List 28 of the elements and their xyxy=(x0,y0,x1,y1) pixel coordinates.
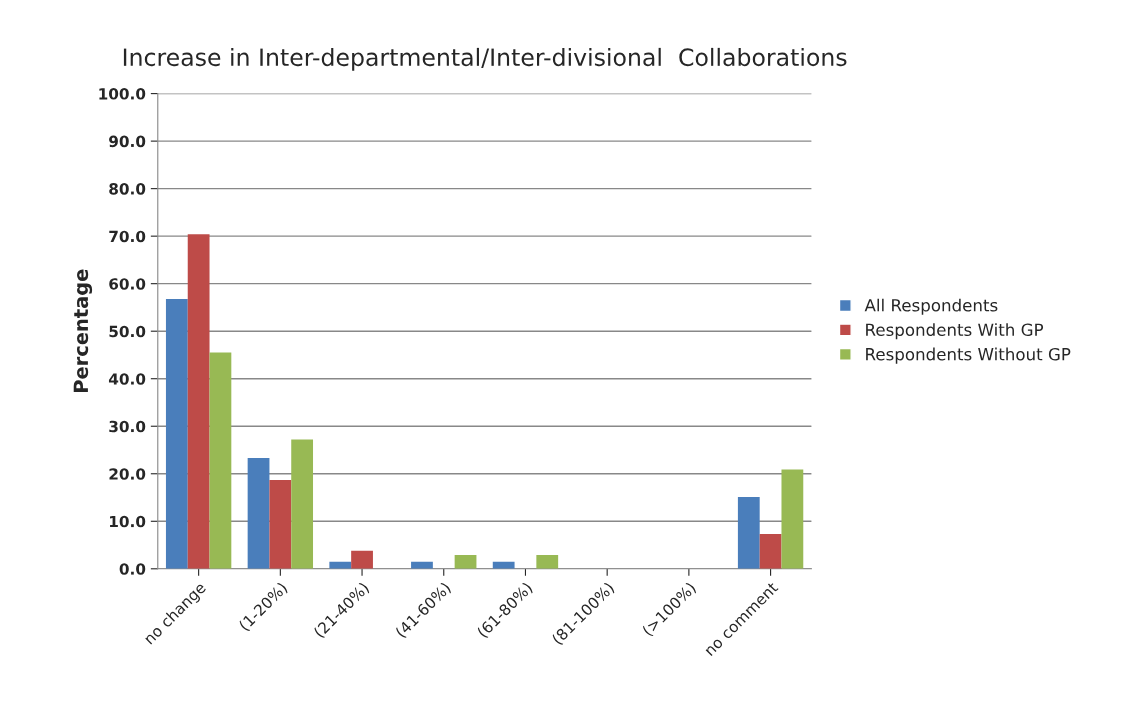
y-tick-label: 90.0 xyxy=(109,135,146,148)
y-tick-label: 70.0 xyxy=(109,230,146,243)
bar xyxy=(454,555,477,569)
y-tick-label: 80.0 xyxy=(109,183,146,195)
bar xyxy=(247,458,270,569)
y-tick-label: 60.0 xyxy=(109,278,146,290)
legend-label: Respondents With GP xyxy=(866,323,1044,340)
y-tick-label: 10.0 xyxy=(110,515,146,528)
y-tick-label: 50.0 xyxy=(109,325,146,338)
legend-label: Respondents Without GP xyxy=(866,347,1071,364)
bar xyxy=(781,469,804,569)
y-tick-label: 100.0 xyxy=(99,88,146,100)
y-tick-label: 30.0 xyxy=(109,420,146,433)
legend-label: All Respondents xyxy=(864,298,998,315)
y-tick-label: 40.0 xyxy=(108,373,146,385)
bar xyxy=(536,555,559,569)
bar xyxy=(759,534,782,569)
bar xyxy=(291,439,314,569)
chart-title: Increase in Inter-departmental/Inter-divisional Collaborations xyxy=(123,47,847,71)
bar xyxy=(165,298,188,569)
bar xyxy=(737,497,760,569)
bar xyxy=(209,352,232,569)
y-tick-label: 20.0 xyxy=(109,468,146,480)
bar xyxy=(187,234,210,569)
y-tick-label: 0.0 xyxy=(119,563,146,575)
y-axis-title: Percentage xyxy=(73,269,93,392)
bar xyxy=(269,479,292,569)
bar xyxy=(351,550,373,569)
